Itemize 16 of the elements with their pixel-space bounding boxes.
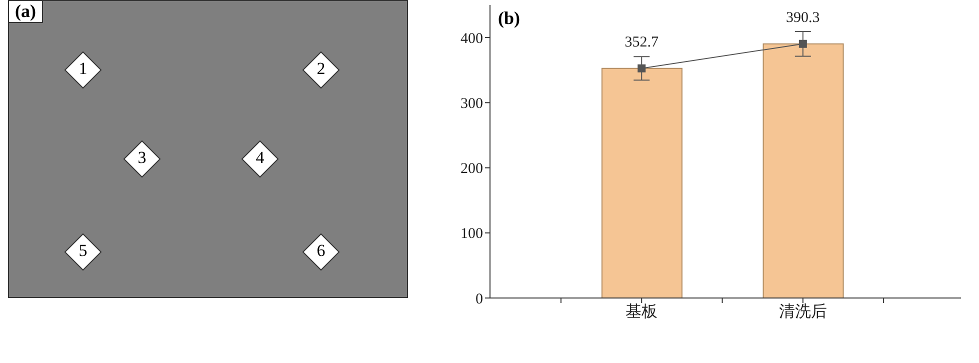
text: 4 [254,148,266,168]
y-tick-label: 200 [460,161,483,178]
x-tick-label: 清洗后 [778,302,827,320]
y-tick-label: 400 [460,30,483,47]
x-tick-label: 基板 [626,302,658,320]
y-tick-label: 300 [460,96,483,112]
y-tick-label: 0 [476,291,483,308]
text: 6 [316,241,326,261]
text: 1 [78,59,88,79]
text: 5 [78,241,88,261]
text: 2 [316,59,326,79]
y-tick-label: 100 [460,226,483,242]
data-label: 352.7 [624,34,659,50]
text: 3 [136,148,148,168]
chart-title: (b) [498,8,520,29]
data-label: 390.3 [786,10,820,26]
